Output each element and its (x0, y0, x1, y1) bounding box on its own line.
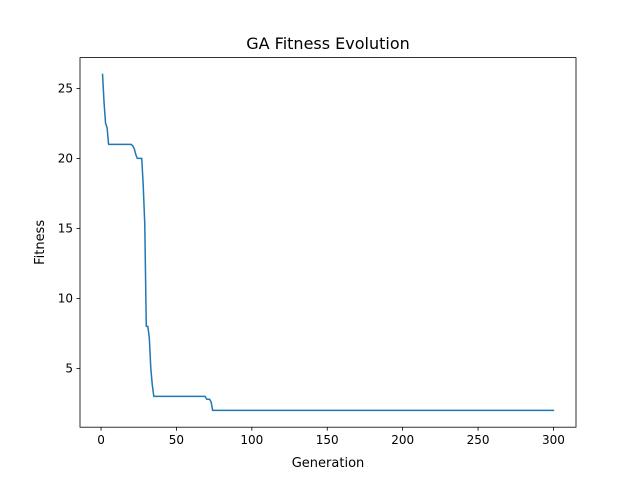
x-tick-label: 150 (316, 433, 339, 447)
plot-area (80, 57, 576, 428)
x-tick-label: 200 (391, 433, 414, 447)
x-tick-label: 250 (467, 433, 490, 447)
x-tick-label: 0 (97, 433, 105, 447)
fitness-line (101, 73, 555, 412)
y-axis-label: Fitness (33, 220, 48, 265)
x-tick-label: 50 (169, 433, 184, 447)
y-axis-ticks: 5 10 15 20 25 (58, 82, 80, 376)
y-tick-label: 20 (58, 152, 73, 166)
x-tick-label: 300 (542, 433, 565, 447)
plot-frame (79, 57, 577, 428)
x-axis-label: Generation (292, 456, 365, 471)
x-tick-label: 100 (240, 433, 263, 447)
x-axis-ticks: 0 50 100 150 200 250 300 (97, 427, 565, 447)
y-tick-label: 15 (58, 222, 73, 236)
y-tick-label: 10 (58, 292, 73, 306)
series-layer (101, 73, 555, 412)
y-tick-label: 25 (58, 82, 73, 96)
chart-title: GA Fitness Evolution (246, 34, 410, 53)
y-tick-label: 5 (65, 362, 73, 376)
